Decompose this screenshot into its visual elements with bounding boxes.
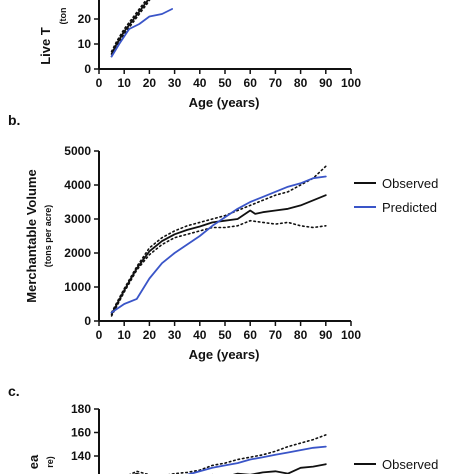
x-tick-label: 60: [244, 328, 258, 342]
panel-b-x-ticks: 0 10 20 30 40 50 60 70 80 90 100: [96, 321, 361, 342]
x-tick-label: 60: [244, 76, 258, 90]
x-tick-label: 20: [143, 76, 157, 90]
series-predicted-line: [110, 8, 174, 58]
x-tick-label: 40: [193, 76, 207, 90]
panel-a-x-ticks: 0 10 20 30 40 50 60 70 80 90 100: [96, 69, 361, 90]
x-tick-label: 80: [294, 328, 308, 342]
series-ci-band-1-line: [129, 434, 327, 474]
panel-a-axes: [98, 0, 351, 70]
panel-c: c. ea re) 140 160 180 Observed: [8, 383, 438, 474]
legend-predicted-label: Predicted: [382, 200, 437, 215]
y-tick-label: 10: [78, 37, 92, 51]
y-tick-label: 2000: [64, 246, 91, 260]
series-observed-line: [110, 0, 149, 55]
y-tick-label: 160: [71, 426, 91, 440]
series-observed-line: [110, 194, 327, 316]
panel-c-series: [129, 434, 327, 474]
x-tick-label: 70: [269, 328, 283, 342]
series-predicted-line: [110, 175, 327, 314]
panel-c-label: c.: [8, 383, 20, 399]
x-tick-label: 10: [118, 76, 132, 90]
panel-a-xlabel: Age (years): [189, 95, 260, 110]
x-tick-label: 0: [96, 76, 103, 90]
y-tick-label: 180: [71, 402, 91, 416]
series-ci-band-2-line: [110, 219, 327, 317]
panel-a-y-ticks: 0 10 20: [78, 12, 99, 76]
series-ci-band-1-line: [110, 165, 327, 314]
y-tick-label: 0: [84, 314, 91, 328]
legend-observed-label: Observed: [382, 176, 438, 191]
panel-c-ylabel-units: re): [45, 456, 55, 468]
x-tick-label: 20: [143, 328, 157, 342]
series-predicted-line: [186, 445, 327, 474]
x-tick-label: 30: [168, 328, 182, 342]
x-tick-label: 90: [319, 76, 333, 90]
x-tick-label: 0: [96, 328, 103, 342]
y-tick-label: 140: [71, 449, 91, 463]
panel-c-y-ticks: 140 160 180: [71, 402, 99, 463]
panel-b: b. Merchantable Volume (tons per acre) 0…: [8, 112, 438, 362]
panel-b-ylabel: Merchantable Volume: [24, 169, 39, 302]
panel-a-series: [110, 0, 174, 58]
x-tick-label: 50: [218, 328, 232, 342]
panel-b-xlabel: Age (years): [189, 347, 260, 362]
x-tick-label: 50: [218, 76, 232, 90]
series-ci-band-1-line: [110, 0, 151, 58]
panel-b-legend: Observed Predicted: [354, 176, 438, 215]
panel-b-axes: [98, 151, 351, 322]
panel-c-legend: Observed: [354, 457, 438, 472]
x-tick-label: 100: [341, 328, 361, 342]
panel-a-ylabel-units: (ton: [58, 8, 68, 25]
x-tick-label: 100: [341, 76, 361, 90]
y-tick-label: 3000: [64, 212, 91, 226]
y-tick-label: 0: [84, 62, 91, 76]
panel-a: Live T (ton 0 10 20 30 40 50 60 70 80 90 100 0 10 20…: [38, 0, 361, 110]
legend-observed-label: Observed: [382, 457, 438, 472]
y-tick-label: 4000: [64, 178, 91, 192]
y-tick-label: 5000: [64, 144, 91, 158]
x-tick-label: 30: [168, 76, 182, 90]
x-tick-label: 70: [269, 76, 283, 90]
series-ci-band-2-line: [110, 0, 148, 53]
panel-b-y-ticks: 0 1000 2000 3000 4000 5000: [64, 144, 99, 328]
panel-c-ylabel: ea: [26, 454, 41, 469]
panel-b-label: b.: [8, 112, 20, 128]
panel-b-ylabel-units: (tons per acre): [43, 205, 53, 268]
x-tick-label: 80: [294, 76, 308, 90]
x-tick-label: 10: [118, 328, 132, 342]
panel-a-ylabel: Live T: [38, 27, 53, 65]
panel-b-series: [110, 165, 327, 317]
x-tick-label: 90: [319, 328, 333, 342]
series-observed-line: [133, 463, 327, 474]
y-tick-label: 1000: [64, 280, 91, 294]
x-tick-label: 40: [193, 328, 207, 342]
y-tick-label: 20: [78, 12, 92, 26]
